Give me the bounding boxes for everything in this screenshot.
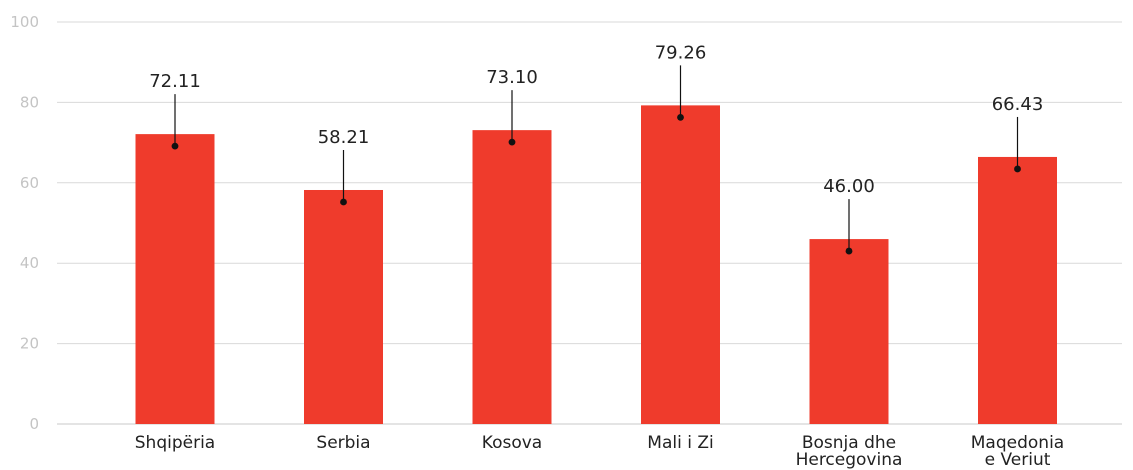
bar[interactable] [809,239,889,424]
data-label: 58.21 [318,127,370,148]
data-label: 72.11 [149,71,201,92]
x-tick-label-line: Shqipëria [135,433,215,453]
x-tick-label: Shqipëria [135,433,215,453]
x-tick-label-line: Hercegovina [796,450,903,470]
x-tick-label-line: Bosnja dhe [802,433,896,453]
x-tick-label: Serbia [316,433,370,453]
data-point-marker [171,142,179,150]
bar[interactable] [135,134,215,424]
x-tick-label-line: Kosova [482,433,542,453]
bar[interactable] [472,130,552,424]
x-tick-label-line: Maqedonia [971,433,1064,453]
data-point-marker [508,138,516,146]
x-tick-label-line: e Veriut [985,450,1051,470]
data-label: 73.10 [486,67,538,88]
y-tick-label: 40 [20,254,39,272]
x-tick-label: Maqedonia e Veriut [971,433,1064,470]
data-label: 66.43 [992,94,1044,115]
bar[interactable] [304,189,383,424]
x-tick-label: Mali i Zi [647,433,713,453]
bar[interactable] [978,156,1057,424]
x-tick-label-line: Serbia [316,433,370,453]
data-label: 46.00 [823,176,875,197]
y-tick-label: 100 [10,13,39,31]
data-point-marker [845,247,853,255]
x-tick-label: Kosova [482,433,542,453]
x-tick-label-line: Mali i Zi [647,433,713,453]
y-tick-label: 20 [20,335,39,353]
data-point-marker [1014,165,1021,173]
data-point-marker [677,113,684,121]
y-tick-label: 80 [20,93,39,111]
y-tick-label: 0 [29,415,39,433]
data-point-marker [340,198,347,206]
data-label: 79.26 [655,42,707,63]
y-tick-label: 60 [20,174,39,192]
x-tick-label: Bosnja dhe Hercegovina [796,433,903,470]
bar[interactable] [641,105,720,424]
